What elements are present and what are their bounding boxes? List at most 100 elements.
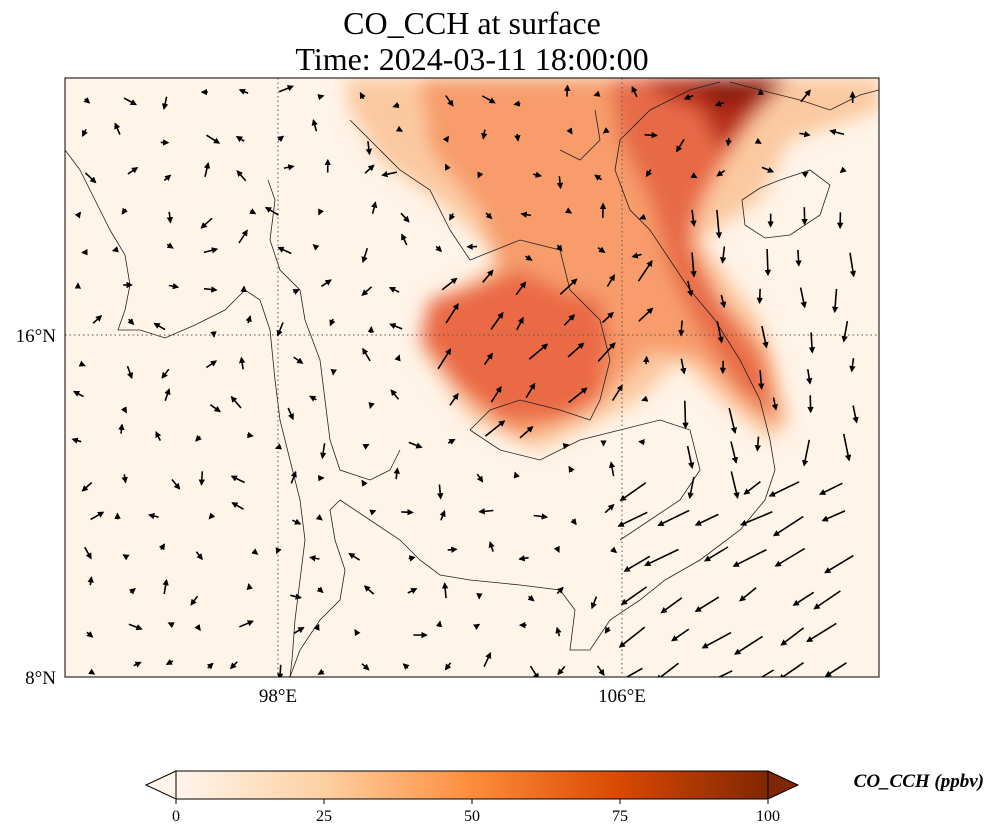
lon-tick-label: 106°E (598, 686, 646, 707)
wind-arrow (158, 543, 166, 551)
wind-arrow (111, 246, 119, 253)
wind-arrow (641, 395, 649, 402)
wind-arrow (514, 133, 521, 142)
wind-arrow (445, 95, 454, 107)
wind-arrow (525, 382, 536, 399)
wind-arrow (476, 473, 484, 483)
wind-arrow (482, 269, 494, 283)
wind-arrow (800, 89, 811, 103)
wind-arrow (395, 125, 404, 132)
wind-arrow (806, 369, 813, 385)
wind-arrow (435, 620, 443, 628)
wind-arrow (317, 94, 325, 101)
wind-arrow (821, 510, 846, 522)
wind-arrow (604, 503, 615, 514)
wind-arrow (740, 511, 773, 526)
wind-arrow (597, 342, 616, 362)
wind-arrow (442, 135, 450, 143)
wind-arrow (596, 665, 605, 676)
wind-arrow (165, 659, 174, 665)
wind-arrow (602, 127, 610, 134)
wind-arrow (444, 163, 451, 171)
wind-arrow (437, 484, 444, 500)
colorbar-extend-min (144, 770, 177, 800)
wind-arrow (155, 430, 162, 441)
coastlines-borders (65, 81, 879, 677)
wind-arrow (849, 358, 856, 373)
colorbar-tick: 75 (612, 808, 628, 825)
wind-arrow (801, 171, 809, 178)
wind-arrow (88, 668, 96, 675)
wind-arrow (277, 246, 292, 255)
wind-arrow (638, 439, 645, 446)
wind-arrow (639, 213, 647, 220)
wind-arrow (683, 93, 694, 100)
wind-arrow (444, 662, 452, 671)
wind-arrow (371, 201, 378, 214)
wind-arrow (513, 100, 521, 107)
wind-arrow (78, 360, 86, 367)
wind-arrow (556, 244, 563, 252)
wind-arrow (518, 555, 529, 562)
wind-arrow (276, 322, 284, 337)
wind-arrow (562, 443, 570, 450)
wind-arrow (829, 128, 845, 136)
concentration-field (65, 78, 879, 677)
wind-arrow (153, 322, 166, 331)
wind-arrow (485, 212, 493, 220)
colorbar-tick: 50 (464, 808, 480, 825)
wind-arrow (686, 445, 695, 469)
lat-tick-label: 8°N (25, 668, 56, 689)
wind-arrow (644, 131, 658, 139)
wind-arrow (792, 591, 815, 606)
wind-arrow (473, 623, 481, 630)
wind-arrow (230, 475, 245, 484)
map-title: CO_CCH at surface (343, 5, 601, 41)
wind-arrow (168, 283, 180, 290)
wind-arrow (127, 167, 139, 175)
wind-arrow (644, 548, 679, 567)
wind-arrow (361, 663, 370, 671)
wind-arrow (198, 471, 206, 486)
wind-arrow (439, 510, 446, 521)
wind-arrow (291, 518, 302, 525)
colorbar-gradient (176, 771, 768, 799)
wind-arrow (483, 651, 492, 667)
wind-arrow (71, 437, 82, 444)
wind-arrow (121, 474, 128, 484)
wind-arrow (161, 368, 170, 379)
colorbar-tick: 0 (172, 808, 180, 825)
wind-arrow (852, 405, 859, 424)
wind-arrow (203, 247, 219, 254)
wind-arrow (365, 141, 373, 156)
wind-arrow (799, 287, 807, 309)
wind-arrow (92, 315, 103, 324)
wind-arrow (513, 471, 520, 479)
wind-arrow (74, 211, 82, 219)
wind-arrow (195, 551, 203, 561)
wind-arrow (657, 509, 690, 527)
wind-arrow (831, 288, 839, 314)
wind-arrow (264, 206, 279, 216)
wind-arrow (447, 546, 458, 553)
wind-arrow (408, 441, 423, 449)
wind-arrow (293, 356, 304, 364)
wind-arrow (128, 623, 143, 631)
wind-arrow (594, 174, 602, 181)
wind-arrow (245, 315, 252, 324)
wind-arrow (477, 171, 484, 179)
wind-arrow (312, 243, 320, 251)
wind-arrow (318, 208, 324, 216)
wind-arrow (194, 623, 201, 632)
wind-arrow (481, 95, 496, 104)
wind-arrow (730, 441, 739, 464)
wind-arrow (203, 161, 211, 177)
wind-arrow (389, 323, 403, 330)
wind-arrow (447, 438, 456, 445)
wind-arrow (167, 622, 175, 629)
wind-arrow (190, 595, 199, 606)
wind-arrow (842, 433, 852, 462)
wind-arrow (290, 593, 302, 600)
wind-arrow (83, 97, 91, 104)
